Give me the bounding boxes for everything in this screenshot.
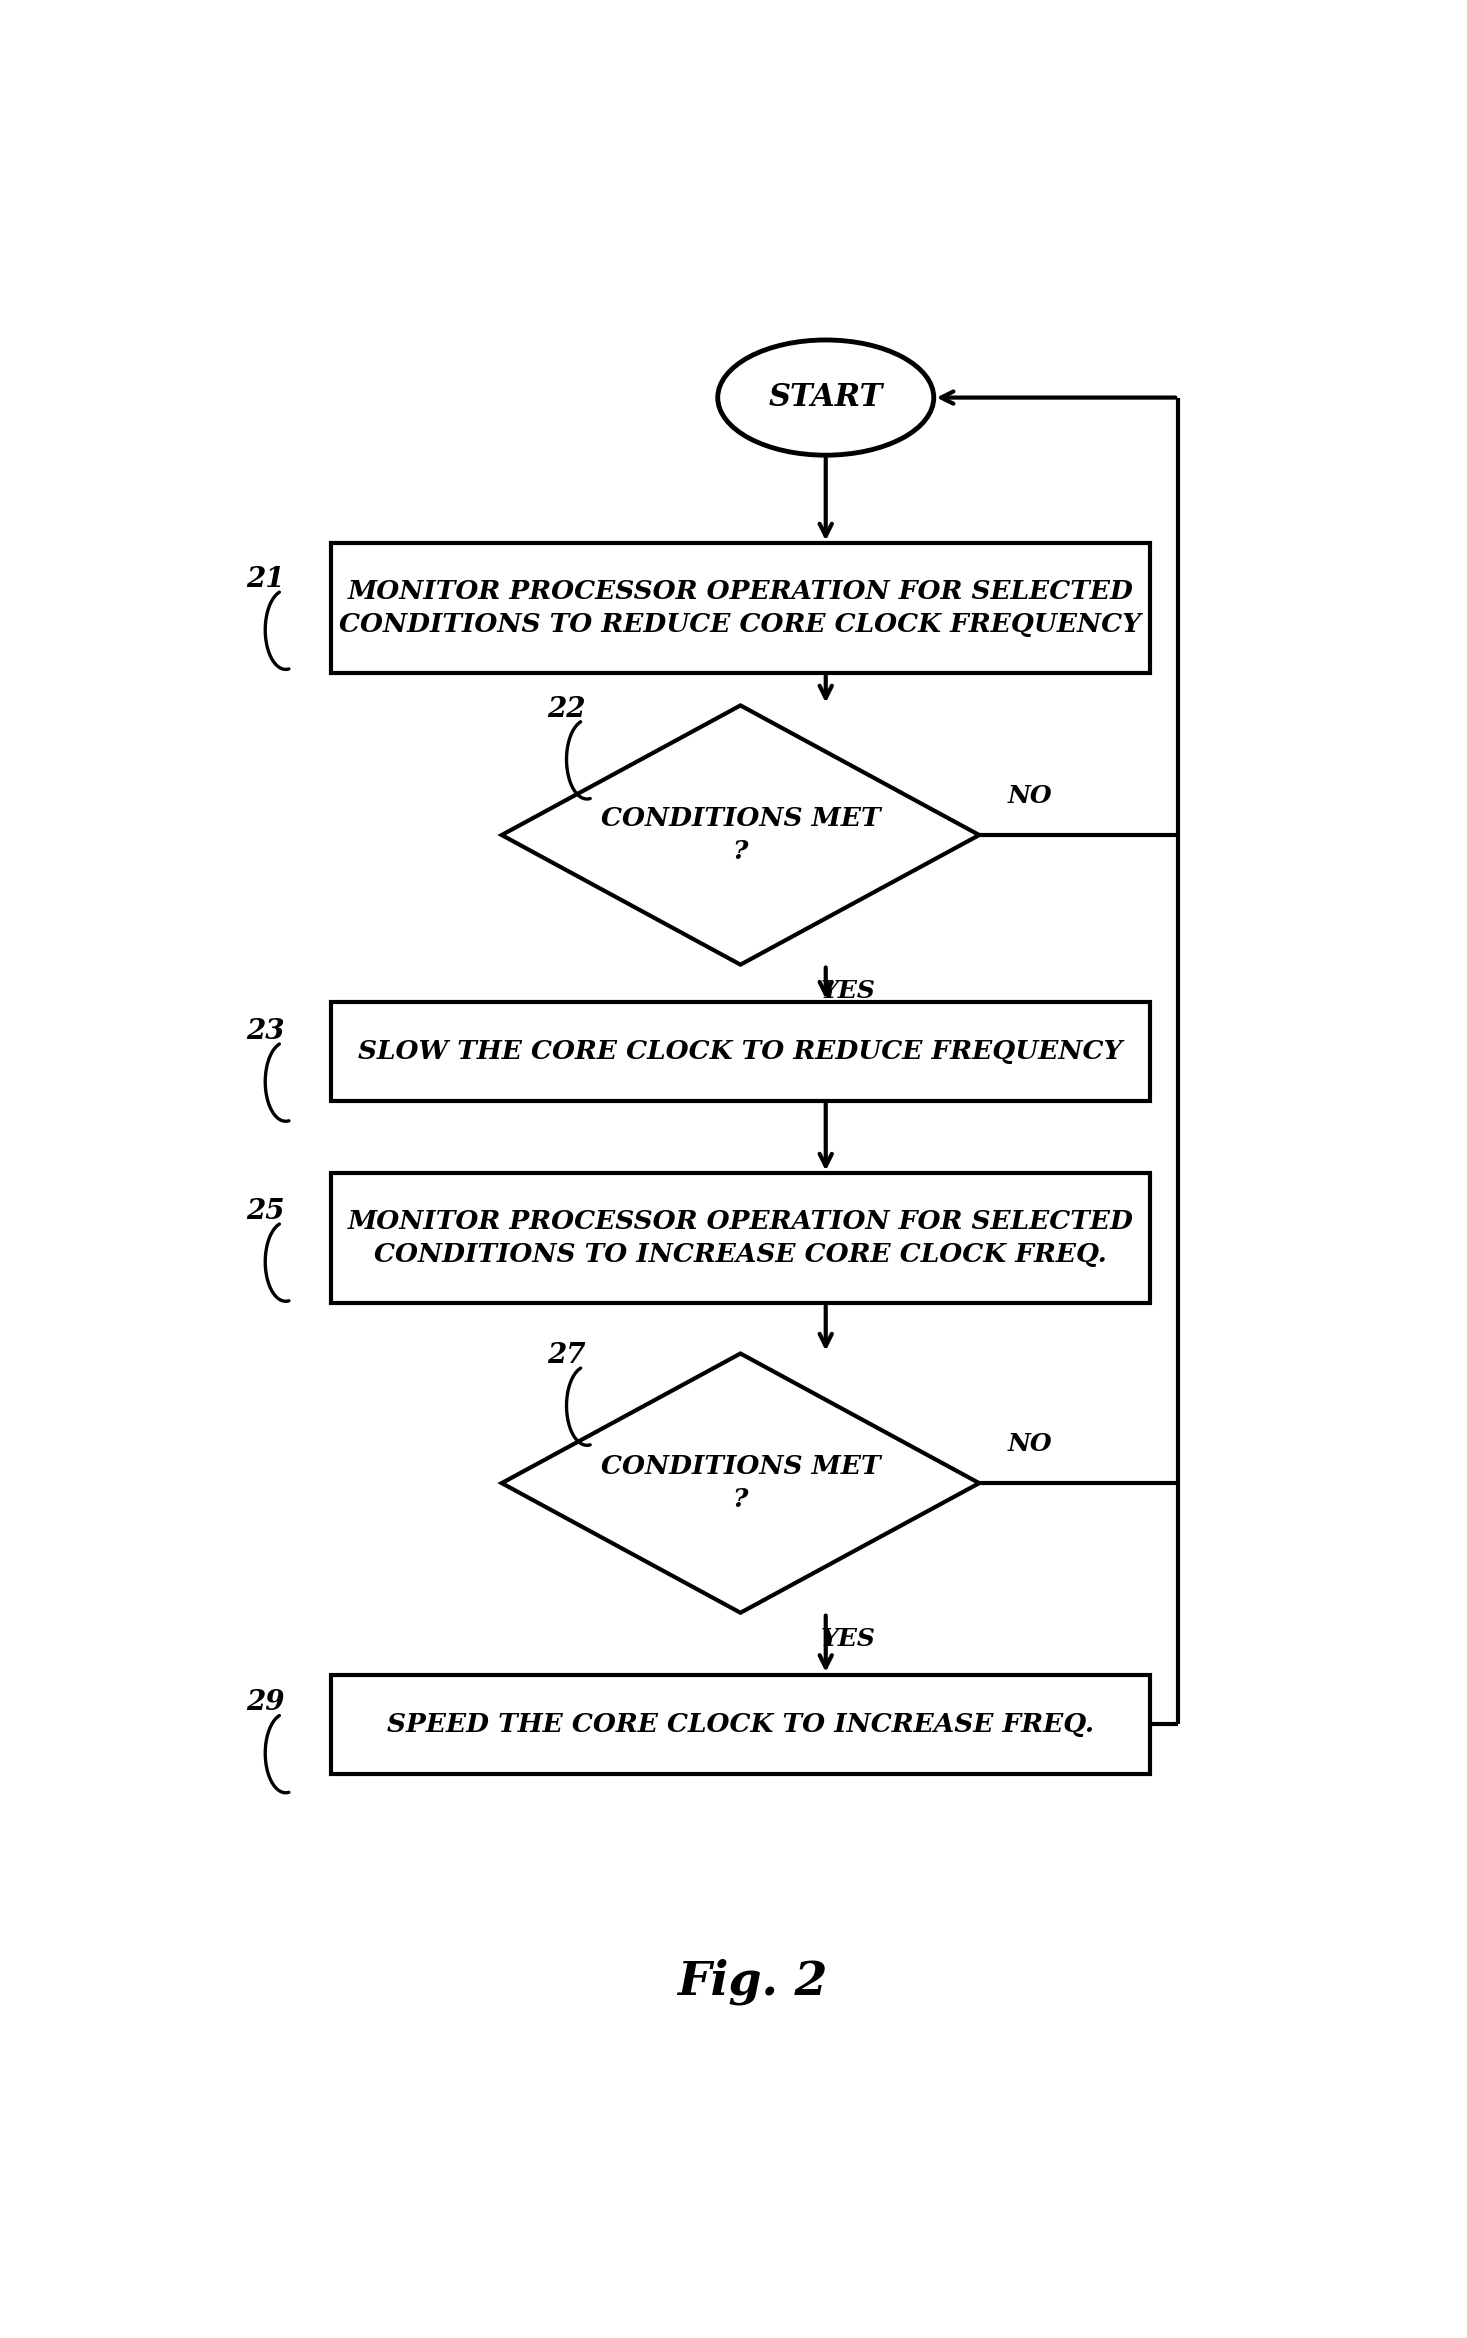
Text: Fig. 2: Fig. 2 bbox=[676, 1959, 827, 2006]
Text: 29: 29 bbox=[246, 1690, 285, 1716]
Text: SPEED THE CORE CLOCK TO INCREASE FREQ.: SPEED THE CORE CLOCK TO INCREASE FREQ. bbox=[387, 1711, 1094, 1737]
Text: 27: 27 bbox=[547, 1342, 585, 1368]
Text: YES: YES bbox=[822, 980, 876, 1003]
Text: CONDITIONS MET
?: CONDITIONS MET ? bbox=[600, 807, 880, 865]
Text: MONITOR PROCESSOR OPERATION FOR SELECTED
CONDITIONS TO REDUCE CORE CLOCK FREQUEN: MONITOR PROCESSOR OPERATION FOR SELECTED… bbox=[339, 580, 1141, 638]
Text: CONDITIONS MET
?: CONDITIONS MET ? bbox=[600, 1454, 880, 1513]
Text: 25: 25 bbox=[246, 1197, 285, 1225]
Text: 22: 22 bbox=[547, 694, 585, 722]
Text: MONITOR PROCESSOR OPERATION FOR SELECTED
CONDITIONS TO INCREASE CORE CLOCK FREQ.: MONITOR PROCESSOR OPERATION FOR SELECTED… bbox=[348, 1209, 1134, 1267]
Text: NO: NO bbox=[1008, 1433, 1052, 1457]
Text: SLOW THE CORE CLOCK TO REDUCE FREQUENCY: SLOW THE CORE CLOCK TO REDUCE FREQUENCY bbox=[358, 1038, 1122, 1064]
Text: 23: 23 bbox=[246, 1017, 285, 1045]
Text: 21: 21 bbox=[246, 566, 285, 594]
Text: START: START bbox=[769, 381, 883, 414]
Text: NO: NO bbox=[1008, 783, 1052, 809]
Text: YES: YES bbox=[822, 1627, 876, 1651]
